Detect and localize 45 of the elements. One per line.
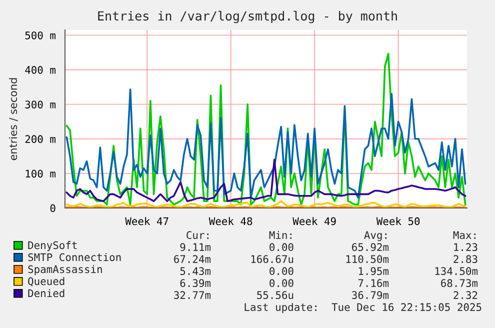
text: 1.23 [454, 243, 478, 252]
text: 2.32 [454, 291, 478, 300]
x-tick-label: Week 50 [376, 217, 420, 226]
text: 32.77m [174, 291, 211, 300]
line-series [66, 158, 466, 202]
text: Min: [269, 230, 292, 239]
y-axis-title: entries / second [8, 78, 18, 160]
text: Cur: [186, 231, 208, 240]
text: 134.50m [435, 267, 478, 276]
text: 5.43m [180, 267, 211, 276]
legend-label: Denied [28, 289, 64, 298]
text: 9.11m [180, 243, 211, 252]
text: Max: [453, 231, 476, 240]
text: 68.73m [441, 279, 478, 288]
y-tick-label: 200 m [25, 135, 56, 144]
text: 1.95m [358, 267, 389, 276]
text: 7.16m [358, 279, 389, 288]
text: 55.56u [257, 291, 294, 300]
text: 166.67u [251, 255, 294, 264]
x-tick-label: Week 48 [208, 217, 252, 226]
text: 2.83 [454, 255, 478, 264]
line-series [66, 88, 466, 199]
text: Last update: Tue Dec 16 22:15:05 2025 [244, 302, 482, 314]
legend-label: SMTP Connection [28, 253, 121, 262]
text: 0.00 [270, 243, 294, 252]
legend-label: SpamAssassin [28, 265, 102, 276]
legend-label: Queued [28, 277, 64, 286]
x-tick-label: Week 49 [292, 217, 336, 226]
text: Avg: [364, 231, 386, 242]
legend-label: DenySoft [28, 241, 77, 252]
y-tick-label: 100 m [26, 170, 56, 178]
text: 67.24m [174, 255, 211, 264]
text: 6.39m [180, 279, 211, 288]
y-tick-label: 500 m [25, 31, 56, 40]
text: 110.50m [346, 255, 389, 264]
text: 65.92m [352, 243, 389, 252]
y-tick-label: 300 m [25, 100, 56, 108]
text: 0.00 [270, 267, 294, 276]
chart-title: Entries in /var/log/smtpd.log - by month [98, 10, 397, 24]
text: 0.00 [270, 279, 294, 288]
text: 36.79m [352, 291, 389, 300]
line-series [66, 52, 466, 206]
y-tick-label: 0 [50, 204, 56, 212]
y-tick-label: 400 m [25, 66, 56, 74]
x-tick-label: Week 47 [125, 217, 168, 226]
